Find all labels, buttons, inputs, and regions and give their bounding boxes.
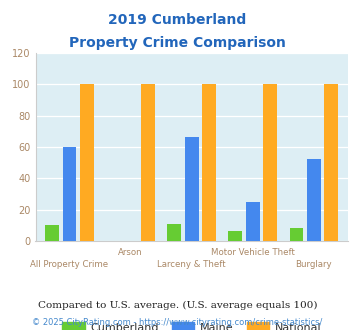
Bar	[45, 225, 59, 241]
Bar	[202, 84, 216, 241]
Bar	[168, 224, 181, 241]
Bar	[246, 202, 260, 241]
Text: 2019 Cumberland: 2019 Cumberland	[108, 13, 247, 27]
Bar	[80, 84, 94, 241]
Text: Larceny & Theft: Larceny & Theft	[157, 260, 226, 269]
Bar	[185, 137, 199, 241]
Text: Property Crime Comparison: Property Crime Comparison	[69, 36, 286, 50]
Text: Motor Vehicle Theft: Motor Vehicle Theft	[211, 248, 295, 257]
Bar	[324, 84, 338, 241]
Bar	[307, 159, 321, 241]
Bar	[229, 232, 242, 241]
Text: Burglary: Burglary	[296, 260, 332, 269]
Bar	[141, 84, 155, 241]
Text: All Property Crime: All Property Crime	[31, 260, 109, 269]
Bar	[62, 147, 76, 241]
Text: Compared to U.S. average. (U.S. average equals 100): Compared to U.S. average. (U.S. average …	[38, 301, 317, 310]
Bar	[263, 84, 277, 241]
Legend: Cumberland, Maine, National: Cumberland, Maine, National	[58, 318, 326, 330]
Text: Arson: Arson	[118, 248, 143, 257]
Bar	[290, 228, 304, 241]
Text: © 2025 CityRating.com - https://www.cityrating.com/crime-statistics/: © 2025 CityRating.com - https://www.city…	[32, 318, 323, 327]
